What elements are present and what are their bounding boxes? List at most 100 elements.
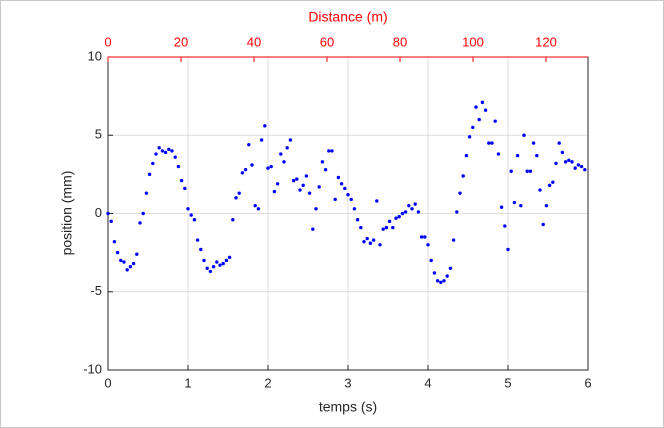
x-tick-label: 0 xyxy=(104,375,111,390)
data-point xyxy=(487,141,491,145)
data-point xyxy=(471,125,475,130)
data-point xyxy=(439,280,443,285)
data-point xyxy=(429,258,433,263)
data-point xyxy=(538,188,542,192)
data-point xyxy=(253,203,257,208)
data-point xyxy=(218,263,222,267)
data-point xyxy=(541,222,545,227)
data-point xyxy=(343,186,347,191)
data-point xyxy=(106,211,110,216)
data-point xyxy=(506,247,510,252)
data-point xyxy=(445,274,449,278)
data-point xyxy=(240,171,245,175)
data-point xyxy=(359,225,363,230)
y-tick-label: -10 xyxy=(83,361,102,376)
data-point xyxy=(195,238,200,242)
data-point xyxy=(557,141,561,145)
data-point xyxy=(381,227,385,231)
data-point xyxy=(327,149,331,153)
data-point xyxy=(560,150,565,155)
x-tick-label: 6 xyxy=(584,375,591,390)
x-tick-label: 2 xyxy=(264,375,271,390)
data-point xyxy=(477,117,481,122)
x2-tick-label: 20 xyxy=(174,34,188,49)
data-point xyxy=(535,153,539,158)
y-tick-label: 5 xyxy=(95,127,102,142)
x2-tick-label: 100 xyxy=(462,34,484,49)
x2-tick-label: 60 xyxy=(320,34,334,49)
data-point xyxy=(170,149,174,153)
data-point xyxy=(275,182,280,186)
data-point xyxy=(522,133,526,137)
data-point xyxy=(515,153,520,158)
y-tick-label: 0 xyxy=(95,205,102,220)
data-point xyxy=(509,169,513,173)
data-point xyxy=(432,271,437,275)
data-point xyxy=(263,124,267,128)
data-point xyxy=(455,210,459,214)
data-point xyxy=(461,174,465,178)
data-point xyxy=(483,108,488,112)
y-tick-label: -5 xyxy=(90,283,102,298)
data-point xyxy=(576,163,581,167)
x-tick-label: 3 xyxy=(344,375,351,390)
data-point xyxy=(317,185,321,189)
data-point xyxy=(525,169,529,173)
data-point xyxy=(154,152,158,156)
data-point xyxy=(464,153,469,158)
data-point xyxy=(499,205,504,209)
data-point xyxy=(323,167,328,172)
data-point xyxy=(176,164,181,169)
data-point xyxy=(288,138,293,142)
data-point xyxy=(259,138,264,142)
data-point xyxy=(531,141,536,145)
data-point xyxy=(368,241,373,245)
data-point xyxy=(320,160,325,164)
data-point xyxy=(579,164,584,169)
data-point xyxy=(403,210,408,214)
data-point xyxy=(512,200,517,205)
data-point xyxy=(243,167,248,172)
data-point xyxy=(528,169,533,173)
data-point xyxy=(490,141,494,145)
data-point xyxy=(410,207,414,211)
data-point xyxy=(442,279,446,283)
data-point xyxy=(266,166,270,170)
data-point xyxy=(554,161,558,166)
data-point xyxy=(480,100,485,105)
x-axis-label: temps (s) xyxy=(319,399,377,415)
data-point xyxy=(256,207,261,211)
data-point xyxy=(387,219,392,224)
data-point xyxy=(109,219,113,224)
data-point xyxy=(128,265,133,269)
data-point xyxy=(407,203,411,208)
data-point xyxy=(227,255,232,260)
data-point xyxy=(179,178,184,183)
data-point xyxy=(307,191,312,195)
data-point xyxy=(547,183,552,188)
data-point xyxy=(563,160,568,164)
data-point xyxy=(314,207,318,211)
data-point xyxy=(221,261,225,266)
data-point xyxy=(474,105,478,109)
y-axis-label: position (mm) xyxy=(59,171,75,256)
data-point xyxy=(448,266,453,270)
data-point xyxy=(330,149,334,153)
data-point xyxy=(291,178,296,183)
data-point xyxy=(349,197,353,202)
data-point xyxy=(458,191,462,195)
x-tick-label: 1 xyxy=(184,375,191,390)
data-point xyxy=(419,235,424,239)
data-point xyxy=(339,182,344,186)
data-point xyxy=(112,239,117,244)
data-point xyxy=(125,268,129,272)
x2-tick-label: 40 xyxy=(247,34,261,49)
data-point xyxy=(519,203,523,208)
y-tick-label: 10 xyxy=(88,48,102,63)
data-point xyxy=(365,236,369,241)
data-point xyxy=(208,269,213,274)
data-point xyxy=(336,175,341,180)
x2-axis-label: Distance (m) xyxy=(308,9,387,25)
data-point xyxy=(435,279,440,283)
